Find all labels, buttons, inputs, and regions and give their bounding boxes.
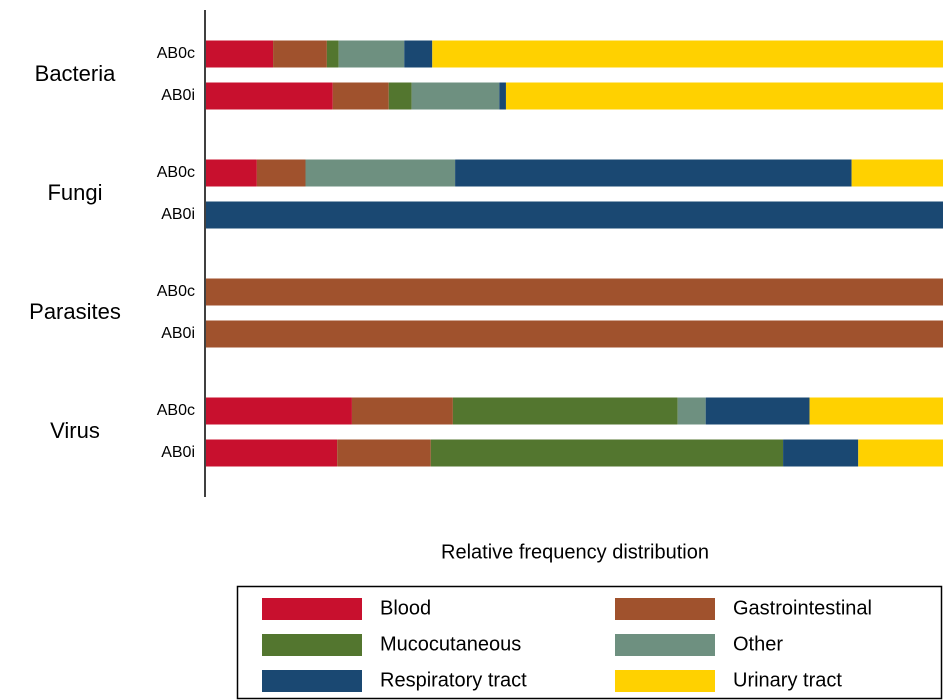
bar-segment xyxy=(206,320,943,348)
bar-segment xyxy=(337,439,431,467)
category-label: AB0c xyxy=(157,164,195,181)
group-label: Fungi xyxy=(47,180,102,205)
bar-segment xyxy=(505,82,943,110)
bar-segment xyxy=(305,159,456,187)
bar-segment xyxy=(499,82,506,110)
bar-segment xyxy=(206,82,333,110)
legend-label: Gastrointestinal xyxy=(733,597,872,619)
category-label: AB0c xyxy=(157,45,195,62)
legend-swatch xyxy=(615,598,715,620)
bar-segment xyxy=(206,397,352,425)
bar-segment xyxy=(432,40,943,68)
x-axis-title: Relative frequency distribution xyxy=(441,541,709,563)
group-label: Virus xyxy=(50,418,100,443)
group-label: Bacteria xyxy=(35,61,116,86)
group-label: Parasites xyxy=(29,299,121,324)
bar-segment xyxy=(206,201,943,229)
legend-label: Blood xyxy=(380,597,431,619)
bar-segment xyxy=(256,159,306,187)
bar-segment xyxy=(206,278,943,306)
legend-swatch xyxy=(262,670,362,692)
bar-segment xyxy=(206,159,257,187)
bar-segment xyxy=(273,40,327,68)
category-label: AB0i xyxy=(161,444,195,461)
category-label: AB0i xyxy=(161,87,195,104)
bar-segment xyxy=(411,82,500,110)
bar-segment xyxy=(851,159,943,187)
bar-segment xyxy=(858,439,943,467)
legend-swatch xyxy=(262,598,362,620)
legend-swatch xyxy=(262,634,362,656)
bar-segment xyxy=(809,397,943,425)
bar-segment xyxy=(677,397,706,425)
bar-segment xyxy=(388,82,412,110)
bar-segment xyxy=(452,397,678,425)
category-label: AB0i xyxy=(161,206,195,223)
bar-segment xyxy=(404,40,433,68)
category-label: AB0i xyxy=(161,325,195,342)
bar-segment xyxy=(326,40,339,68)
legend-swatch xyxy=(615,634,715,656)
bar-segment xyxy=(705,397,810,425)
bar-segment xyxy=(338,40,405,68)
bar-segment xyxy=(332,82,389,110)
bar-segment xyxy=(430,439,784,467)
bar-segment xyxy=(455,159,852,187)
bar-segment xyxy=(351,397,453,425)
bar-segment xyxy=(206,40,274,68)
legend-label: Mucocutaneous xyxy=(380,633,521,655)
legend-label: Respiratory tract xyxy=(380,669,527,691)
bar-segment xyxy=(206,439,338,467)
bar-segment xyxy=(783,439,859,467)
category-label: AB0c xyxy=(157,283,195,300)
category-label: AB0c xyxy=(157,402,195,419)
legend-label: Urinary tract xyxy=(733,669,842,691)
legend-swatch xyxy=(615,670,715,692)
legend-box xyxy=(236,585,943,700)
legend-label: Other xyxy=(733,633,783,655)
